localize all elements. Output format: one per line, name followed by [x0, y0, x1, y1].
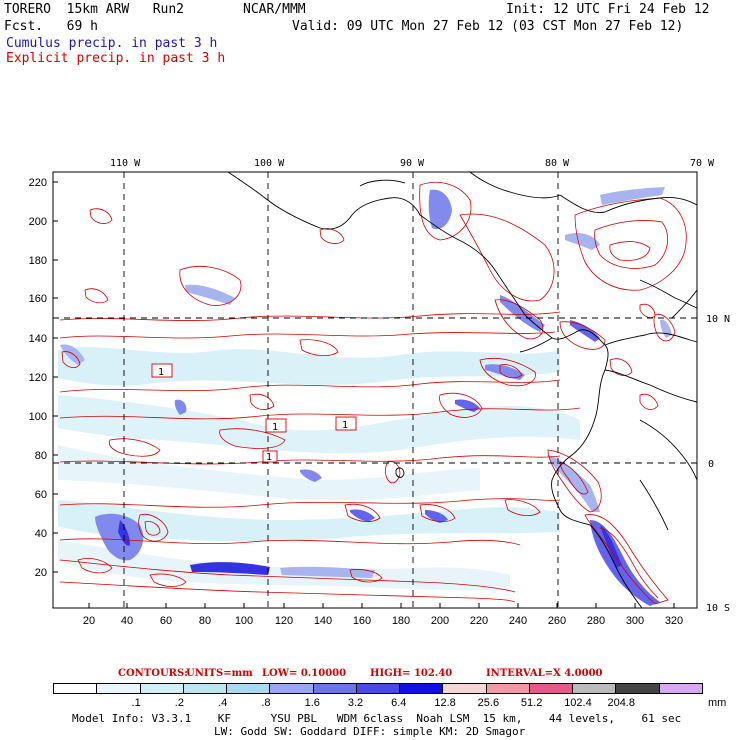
legend-swatch — [442, 683, 487, 694]
legend-swatch — [312, 683, 357, 694]
contours-units: UNITS=mm — [186, 668, 253, 679]
y-tick-120: 120 — [29, 372, 47, 384]
legend-label: 3.2 — [347, 697, 364, 709]
latlon-grid — [53, 172, 697, 608]
axis-ticks — [53, 181, 675, 608]
contours-high: HIGH= 102.40 — [370, 668, 452, 679]
legend-swatch — [658, 683, 703, 694]
cumulus-field-label: Cumulus precip. in past 3 h — [6, 36, 218, 51]
box-label-4: 1 — [266, 452, 272, 463]
y-tick-200: 200 — [29, 216, 47, 228]
forecast-hour: Fcst. 69 h — [4, 19, 98, 34]
box-label-3: 1 — [342, 420, 348, 431]
x-tick-180: 180 — [392, 615, 410, 627]
x-tick-300: 300 — [626, 615, 644, 627]
x-tick-80: 80 — [199, 615, 211, 627]
legend-swatch — [528, 683, 574, 694]
legend-swatch — [269, 683, 314, 694]
legend-swatch — [615, 683, 660, 694]
legend-swatch — [355, 683, 401, 694]
valid-time: Valid: 09 UTC Mon 27 Feb 12 (03 CST Mon … — [292, 19, 684, 34]
init-time: Init: 12 UTC Fri 24 Feb 12 — [506, 2, 710, 17]
lat-label-10s: 10 S — [706, 603, 730, 614]
lon-label-90w: 90 W — [400, 158, 425, 169]
x-tick-20: 20 — [83, 615, 95, 627]
explicit-precip-contours — [59, 181, 687, 605]
legend-swatch — [226, 683, 271, 694]
legend-label: 204.8 — [607, 697, 635, 709]
y-tick-100: 100 — [29, 411, 47, 423]
legend-label: 51.2 — [520, 697, 543, 709]
lon-label-110w: 110 W — [110, 158, 141, 169]
x-tick-260: 260 — [548, 615, 566, 627]
y-tick-140: 140 — [29, 333, 47, 345]
x-tick-120: 120 — [275, 615, 293, 627]
x-tick-200: 200 — [431, 615, 449, 627]
box-label-1: 1 — [158, 367, 164, 378]
legend-label: .1 — [131, 697, 141, 709]
x-tick-140: 140 — [314, 615, 332, 627]
contours-interval: INTERVAL=X 4.0000 — [486, 668, 603, 679]
lon-label-100w: 100 W — [254, 158, 285, 169]
legend-label: 25.6 — [477, 697, 500, 709]
lat-label-10n: 10 N — [706, 314, 730, 325]
y-tick-40: 40 — [35, 528, 47, 540]
legend-swatch — [96, 683, 141, 694]
x-tick-60: 60 — [160, 615, 172, 627]
legend-label: 102.4 — [564, 697, 592, 709]
legend-swatch — [139, 683, 184, 694]
legend-label: 6.4 — [391, 697, 407, 709]
model-title: TORERO 15km ARW Run2 — [4, 2, 185, 17]
legend-unit: mm — [708, 697, 727, 709]
legend-label: 12.8 — [434, 697, 456, 709]
lon-label-70w: 70 W — [690, 158, 715, 169]
legend-swatch — [572, 683, 617, 694]
x-tick-240: 240 — [509, 615, 527, 627]
explicit-field-label: Explicit precip. in past 3 h — [6, 51, 226, 66]
y-tick-60: 60 — [35, 489, 47, 501]
box-label-2: 1 — [272, 422, 278, 433]
x-tick-100: 100 — [235, 615, 253, 627]
model-info-line2: LW: Godd SW: Goddard DIFF: simple KM: 2D… — [214, 725, 526, 738]
contours-label: CONTOURS: — [118, 668, 188, 679]
legend-swatch — [182, 683, 228, 694]
y-tick-20: 20 — [35, 567, 47, 579]
lat-label-0: 0 — [708, 459, 714, 470]
org-label: NCAR/MMM — [243, 2, 306, 17]
legend-label: .8 — [261, 697, 271, 709]
y-tick-220: 220 — [29, 177, 47, 189]
legend-label: .4 — [218, 697, 228, 709]
legend-label: 1.6 — [304, 697, 320, 709]
coastlines — [227, 171, 698, 609]
x-tick-160: 160 — [353, 615, 371, 627]
legend-swatch — [485, 683, 530, 694]
contour-label-boxes — [151, 363, 357, 463]
x-tick-280: 280 — [587, 615, 605, 627]
lon-label-80w: 80 W — [545, 158, 570, 169]
y-tick-180: 180 — [29, 255, 47, 267]
legend-label: .2 — [174, 697, 184, 709]
contours-low: LOW= 0.10000 — [262, 668, 346, 679]
legend-swatch — [53, 683, 98, 694]
y-tick-160: 160 — [29, 293, 47, 305]
x-tick-220: 220 — [470, 615, 488, 627]
x-tick-320: 320 — [665, 615, 683, 627]
y-tick-80: 80 — [35, 450, 47, 462]
x-tick-40: 40 — [121, 615, 133, 627]
legend-swatch — [399, 683, 444, 694]
model-info-line1: Model Info: V3.3.1 KF YSU PBL WDM 6class… — [72, 712, 682, 725]
